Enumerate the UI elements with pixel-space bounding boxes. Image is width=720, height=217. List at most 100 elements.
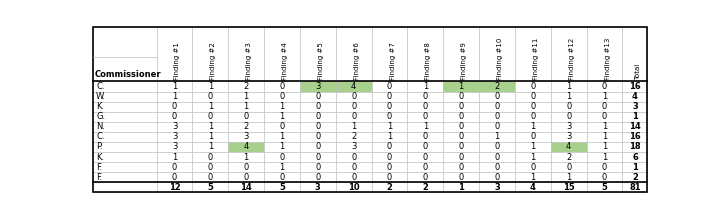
Text: 1: 1 <box>602 92 607 101</box>
Bar <box>515 162 551 172</box>
Bar <box>408 81 444 92</box>
Bar <box>551 132 587 142</box>
Bar <box>156 182 192 192</box>
Bar <box>444 182 479 192</box>
Text: 0: 0 <box>315 132 320 141</box>
Text: 1: 1 <box>566 173 572 182</box>
Bar <box>300 132 336 142</box>
Text: 3: 3 <box>315 82 320 91</box>
Text: 0: 0 <box>495 153 500 161</box>
Text: 0: 0 <box>602 163 607 172</box>
Text: 3: 3 <box>494 183 500 192</box>
Bar <box>623 132 647 142</box>
Bar <box>551 172 587 182</box>
Bar <box>156 162 192 172</box>
Bar <box>336 152 372 162</box>
Text: 1: 1 <box>602 142 607 151</box>
Bar <box>156 112 192 122</box>
Text: 1: 1 <box>632 163 638 172</box>
Text: 18: 18 <box>629 142 641 151</box>
Text: 2: 2 <box>243 82 249 91</box>
Bar <box>408 27 444 81</box>
Text: 0: 0 <box>315 102 320 111</box>
Bar <box>408 162 444 172</box>
Text: 0: 0 <box>387 173 392 182</box>
Text: 2: 2 <box>632 173 638 182</box>
Text: Finding #2: Finding #2 <box>210 42 216 80</box>
Bar <box>300 81 336 92</box>
Text: 4: 4 <box>351 82 356 91</box>
Bar <box>93 152 156 162</box>
Bar <box>156 92 192 102</box>
Bar <box>623 162 647 172</box>
Bar <box>93 142 156 152</box>
Bar <box>372 182 408 192</box>
Text: 0: 0 <box>495 112 500 121</box>
Text: Commissioner: Commissioner <box>95 71 162 79</box>
Text: 1: 1 <box>632 112 638 121</box>
Text: 1: 1 <box>207 82 213 91</box>
Text: 0: 0 <box>387 153 392 161</box>
Bar <box>93 132 156 142</box>
Bar <box>336 27 372 81</box>
Text: 10: 10 <box>348 183 359 192</box>
Text: P.: P. <box>96 142 103 151</box>
Bar <box>408 102 444 112</box>
Text: 1: 1 <box>207 102 213 111</box>
Bar <box>372 132 408 142</box>
Text: 0: 0 <box>207 163 213 172</box>
Text: 0: 0 <box>351 92 356 101</box>
Bar <box>444 102 479 112</box>
Text: 0: 0 <box>602 173 607 182</box>
Bar <box>479 92 515 102</box>
Text: 2: 2 <box>423 183 428 192</box>
Bar <box>192 102 228 112</box>
Bar <box>479 122 515 132</box>
Bar <box>623 27 647 81</box>
Bar <box>587 122 623 132</box>
Text: G.: G. <box>96 112 105 121</box>
Text: 0: 0 <box>459 102 464 111</box>
Text: 1: 1 <box>172 82 177 91</box>
Text: 0: 0 <box>351 102 356 111</box>
Bar <box>93 92 156 102</box>
Text: 0: 0 <box>566 102 572 111</box>
Text: 0: 0 <box>387 163 392 172</box>
Bar <box>372 112 408 122</box>
Bar <box>408 132 444 142</box>
Text: 2: 2 <box>243 122 249 131</box>
Text: 0: 0 <box>495 102 500 111</box>
Bar <box>156 152 192 162</box>
Bar <box>228 142 264 152</box>
Bar <box>156 27 192 81</box>
Text: N.: N. <box>96 122 105 131</box>
Bar <box>156 122 192 132</box>
Text: 0: 0 <box>495 122 500 131</box>
Text: 0: 0 <box>602 112 607 121</box>
Bar <box>408 122 444 132</box>
Bar <box>93 27 156 81</box>
Bar <box>93 172 156 182</box>
Text: 5: 5 <box>279 183 285 192</box>
Bar <box>551 182 587 192</box>
Bar <box>587 81 623 92</box>
Bar <box>479 132 515 142</box>
Bar <box>192 172 228 182</box>
Bar <box>515 152 551 162</box>
Text: 1: 1 <box>566 92 572 101</box>
Bar <box>587 162 623 172</box>
Bar <box>228 172 264 182</box>
Text: Finding #10: Finding #10 <box>497 37 503 80</box>
Text: 0: 0 <box>495 173 500 182</box>
Bar <box>551 102 587 112</box>
Bar <box>336 142 372 152</box>
Bar <box>372 162 408 172</box>
Text: C.: C. <box>96 132 104 141</box>
Text: 12: 12 <box>168 183 181 192</box>
Bar <box>93 112 156 122</box>
Bar <box>300 122 336 132</box>
Text: W.: W. <box>96 92 106 101</box>
Text: 0: 0 <box>423 153 428 161</box>
Bar <box>372 142 408 152</box>
Text: 1: 1 <box>530 153 536 161</box>
